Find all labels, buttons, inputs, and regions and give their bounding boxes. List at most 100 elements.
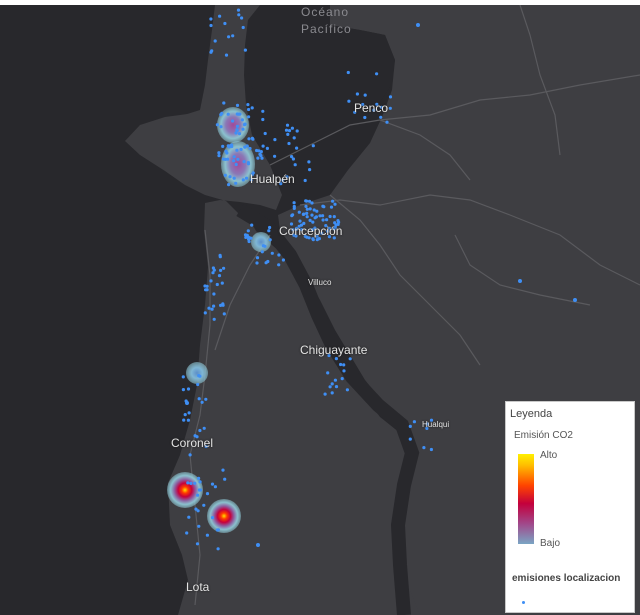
map-canvas[interactable]: Océano Pacífico Penco Hualpén Concepción… (0, 5, 640, 615)
emission-point[interactable] (270, 251, 274, 255)
emission-point[interactable] (222, 266, 226, 270)
emission-point[interactable] (379, 115, 383, 119)
emission-point[interactable] (573, 298, 577, 302)
emission-point[interactable] (234, 162, 238, 167)
emission-point[interactable] (211, 266, 215, 270)
emission-point[interactable] (244, 176, 249, 180)
emission-point[interactable] (303, 234, 307, 238)
emission-point[interactable] (347, 99, 351, 103)
emission-point[interactable] (305, 215, 309, 219)
emission-point[interactable] (240, 16, 244, 20)
emission-point[interactable] (241, 25, 245, 30)
emission-point[interactable] (246, 103, 250, 107)
emission-point[interactable] (210, 307, 214, 311)
emission-point[interactable] (327, 353, 331, 358)
emission-point[interactable] (236, 112, 241, 116)
emission-point[interactable] (189, 481, 193, 485)
emission-point[interactable] (322, 205, 326, 209)
emission-point[interactable] (286, 132, 290, 136)
emission-point[interactable] (330, 382, 334, 386)
emission-point[interactable] (261, 244, 265, 248)
emission-point[interactable] (412, 420, 416, 424)
emission-point[interactable] (287, 141, 291, 146)
emission-point[interactable] (308, 168, 312, 172)
emission-point[interactable] (304, 199, 309, 203)
emission-point[interactable] (320, 231, 324, 235)
emission-point[interactable] (219, 125, 223, 129)
emission-point[interactable] (239, 147, 243, 151)
emission-point[interactable] (241, 127, 245, 131)
emission-point[interactable] (422, 446, 426, 450)
emission-point[interactable] (204, 397, 208, 401)
emission-point[interactable] (197, 397, 201, 401)
emission-point[interactable] (331, 199, 335, 203)
emission-point[interactable] (312, 208, 316, 212)
emission-point[interactable] (196, 509, 200, 513)
emission-point[interactable] (216, 528, 220, 532)
emission-point[interactable] (196, 493, 200, 497)
emission-point[interactable] (226, 144, 230, 148)
emission-point[interactable] (224, 149, 228, 153)
emission-point[interactable] (300, 228, 304, 232)
emission-point[interactable] (236, 157, 240, 161)
emission-point[interactable] (518, 279, 522, 283)
emission-point[interactable] (261, 117, 265, 122)
emission-point[interactable] (295, 226, 299, 230)
emission-point[interactable] (340, 377, 344, 381)
emission-point[interactable] (235, 103, 240, 107)
emission-point[interactable] (290, 155, 294, 159)
emission-point[interactable] (202, 426, 206, 430)
emission-point[interactable] (361, 102, 365, 107)
emission-point[interactable] (264, 261, 268, 265)
emission-point[interactable] (183, 413, 187, 417)
emission-point[interactable] (281, 258, 285, 262)
emission-point[interactable] (355, 92, 359, 96)
emission-point[interactable] (243, 145, 247, 149)
emission-point[interactable] (235, 124, 240, 128)
emission-point[interactable] (408, 424, 412, 428)
emission-point[interactable] (198, 480, 202, 484)
emission-point[interactable] (212, 317, 216, 321)
emission-point[interactable] (247, 239, 251, 244)
emission-point[interactable] (311, 228, 315, 232)
emission-point[interactable] (379, 105, 383, 109)
emission-point[interactable] (195, 435, 199, 439)
emission-point[interactable] (305, 207, 309, 211)
emission-point[interactable] (388, 95, 393, 99)
emission-point[interactable] (215, 123, 219, 127)
emission-point[interactable] (182, 418, 186, 422)
emission-point[interactable] (222, 101, 226, 105)
emission-point[interactable] (308, 207, 312, 211)
emission-point[interactable] (265, 146, 269, 150)
emission-point[interactable] (219, 303, 223, 307)
emission-point[interactable] (196, 382, 200, 387)
emission-point[interactable] (235, 148, 239, 152)
emission-point[interactable] (245, 144, 249, 148)
emission-point[interactable] (263, 131, 267, 136)
emission-point[interactable] (209, 23, 213, 28)
emission-point[interactable] (346, 70, 350, 75)
emission-point[interactable] (348, 357, 352, 361)
emission-point[interactable] (250, 106, 254, 110)
emission-point[interactable] (256, 156, 260, 160)
emission-point[interactable] (285, 123, 290, 127)
emission-point[interactable] (193, 481, 197, 485)
emission-point[interactable] (291, 157, 295, 161)
emission-point[interactable] (334, 385, 339, 389)
emission-point[interactable] (217, 151, 221, 155)
emission-point[interactable] (210, 49, 214, 53)
emission-point[interactable] (210, 482, 215, 486)
emission-point[interactable] (305, 211, 309, 215)
emission-point[interactable] (311, 238, 315, 242)
emission-point[interactable] (234, 181, 238, 185)
emission-point[interactable] (227, 183, 231, 187)
emission-point[interactable] (321, 214, 325, 218)
emission-point[interactable] (289, 222, 294, 226)
emission-point[interactable] (260, 156, 264, 160)
emission-point[interactable] (416, 23, 420, 27)
emission-point[interactable] (287, 129, 292, 133)
emission-point[interactable] (203, 311, 207, 315)
emission-point[interactable] (327, 235, 331, 239)
emission-point[interactable] (363, 93, 367, 97)
emission-point[interactable] (425, 426, 429, 430)
